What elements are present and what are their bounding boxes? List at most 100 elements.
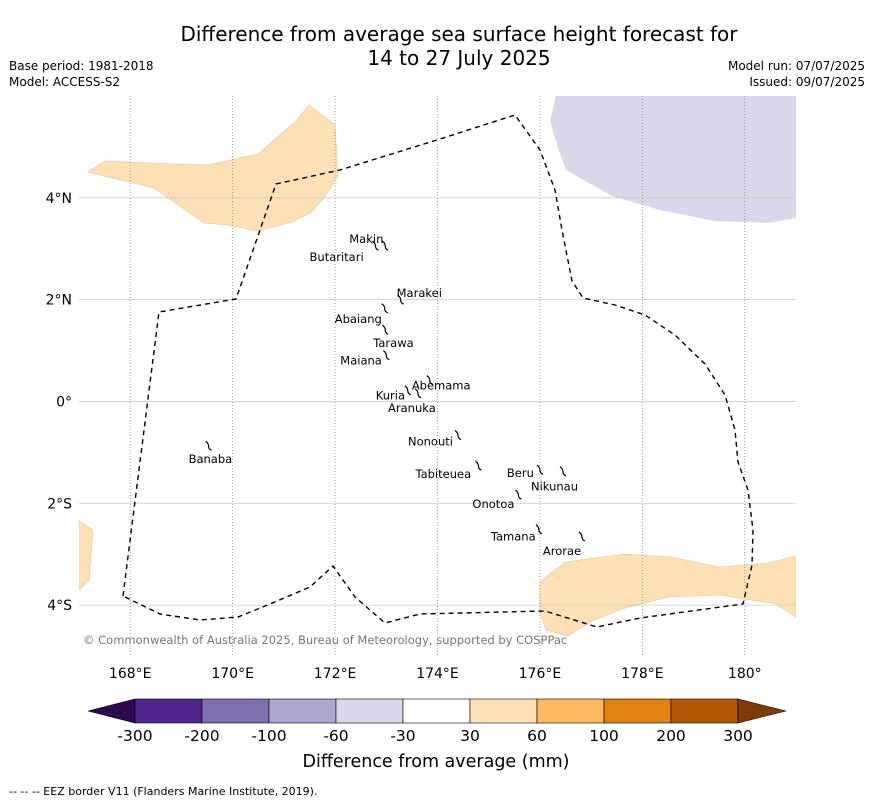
title-line-1: Difference from average sea surface heig… [180,22,738,46]
island-marakei: Marakei [397,286,442,305]
island-coastline [454,430,462,441]
colorbar-segment [335,698,404,724]
colorbar-tick-label: -100 [251,727,286,745]
positive-anomaly-region-south [539,553,796,637]
colorbar-segment [134,698,203,724]
lon-tick-label: 168°E [109,666,152,682]
island-beru: Beru [507,464,544,480]
colorbar-tick-label: 200 [656,727,686,745]
island-label: Butaritari [310,250,364,264]
island-label: Makin [349,232,383,246]
island-label: Tarawa [372,336,413,350]
island-maiana: Maiana [340,350,390,368]
island-nonouti: Nonouti [408,430,462,449]
lat-tick-label: 2°N [46,293,72,309]
island-arorae: Arorae [543,531,586,558]
island-label: Aranuka [388,401,436,415]
island-aranuka: Aranuka [388,388,436,415]
colorbar-tick-label: 60 [527,727,547,745]
colorbar-segment [670,698,739,724]
lon-tick-label: 178°E [621,666,664,682]
island-label: Onotoa [472,497,514,511]
island-kuria: Kuria [376,385,412,403]
island-coastline [578,531,586,542]
lat-tick-label: 0° [56,394,72,410]
island-label: Tabiteuea [414,467,471,481]
colorbar-segment [268,698,337,724]
island-coastline [426,375,434,386]
title-line-2: 14 to 27 July 2025 [367,46,551,70]
island-label: Beru [507,466,534,480]
colorbar-tick-label: 300 [723,727,753,745]
meta-right: Model run: 07/07/2025 Issued: 09/07/2025 [728,58,865,90]
colorbar-segment [402,698,471,724]
chart-title: Difference from average sea surface heig… [0,22,873,70]
colorbar-label: Difference from average (mm) [302,752,569,772]
island-coastline [536,464,544,475]
island-label: Banaba [189,452,233,466]
eez-border-line [122,114,754,628]
forecast-map: Makin Butaritari Marakei Abaiang Tarawa Maian… [46,96,796,772]
island-coastline [475,460,482,471]
island-coastline [559,466,567,477]
island-coastline [404,385,412,396]
island-label: Arorae [543,544,581,558]
lon-tick-label: 170°E [211,666,254,682]
island-label: Tamana [490,530,536,544]
island-label: Marakei [397,286,442,300]
island-nikunau: Nikunau [531,466,578,494]
issued-date: Issued: 09/07/2025 [749,75,865,89]
negative-anomaly-region-north [550,96,796,223]
colorbar-tick-label: -60 [323,727,348,745]
island-banaba: Banaba [189,440,233,466]
island-coastline [535,524,543,535]
colorbar-segment [469,698,538,724]
eez-border [122,114,754,628]
axis-labels: 168°E 170°E 172°E 174°E 176°E 178°E 180° 4°N 2°N… [46,191,762,682]
colorbar-max-arrow [737,698,787,724]
island-tamana: Tamana [490,524,543,544]
model-run: Model run: 07/07/2025 [727,59,865,73]
colorbar-tick-label: -300 [117,727,152,745]
island-coastline [515,489,522,500]
colorbar-segment [201,698,270,724]
copyright-notice: © Commonwealth of Australia 2025, Bureau… [83,633,567,647]
island-label: Abaiang [335,312,382,326]
island-makin: Makin [349,232,389,251]
anomaly-layer [79,96,796,637]
colorbar-tick-label: -200 [184,727,219,745]
island-coastline [382,350,390,361]
lon-tick-label: 172°E [314,666,357,682]
island-label: Maiana [340,354,382,368]
positive-anomaly-region-southwest [79,520,94,591]
island-coastline [381,303,388,314]
island-coastline [205,440,212,451]
island-coastline [397,294,404,305]
meta-left: Base period: 1981-2018 Model: ACCESS-S2 [9,58,154,90]
colorbar-segment [603,698,672,724]
colorbar-segment [536,698,605,724]
island-onotoa: Onotoa [472,489,522,511]
eez-footnote: -- -- -- EEZ border V11 (Flanders Marine… [9,785,318,798]
island-abemama: Abemama [412,375,471,393]
island-coastline [381,240,389,251]
island-butaritari: Butaritari [310,240,379,264]
colorbar-min-arrow [87,698,136,724]
island-coastline [372,240,379,251]
island-coastline [381,324,389,335]
colorbar-tick-label: -30 [390,727,415,745]
lon-tick-label: 180° [728,666,762,682]
positive-anomaly-region-northwest [87,104,339,232]
lat-tick-label: 4°S [47,598,72,614]
lat-tick-label: 2°S [47,496,72,512]
lon-tick-label: 174°E [416,666,459,682]
island-label: Kuria [376,389,405,403]
island-tarawa: Tarawa [372,324,414,350]
colorbar-tick-label: 100 [589,727,619,745]
base-period: Base period: 1981-2018 [9,59,154,73]
model-name: Model: ACCESS-S2 [9,75,121,89]
lon-tick-label: 176°E [519,666,562,682]
lat-tick-label: 4°N [46,191,72,207]
island-coastline [414,388,422,399]
island-label: Nonouti [408,435,453,449]
